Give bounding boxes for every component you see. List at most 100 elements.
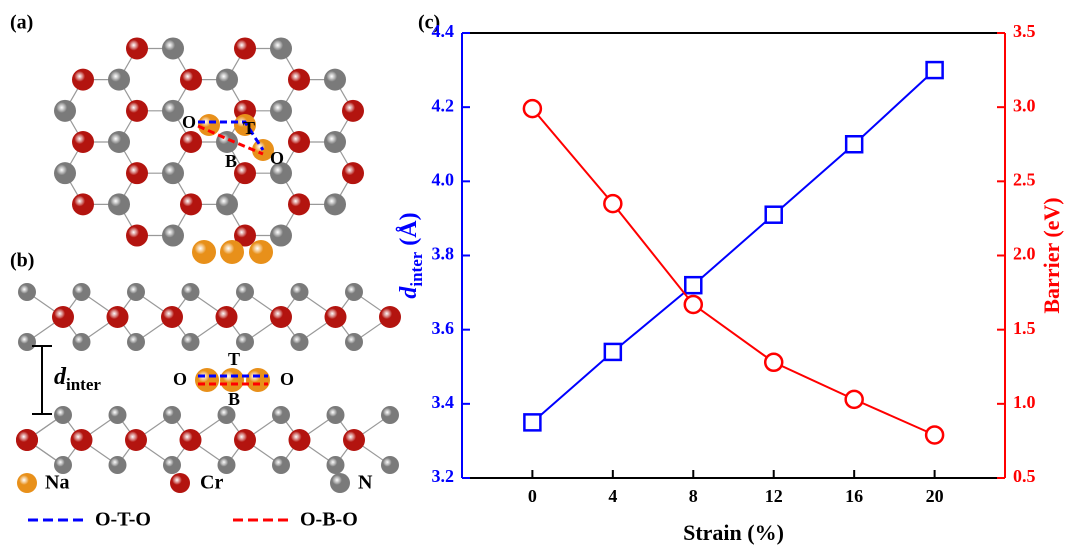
atom [162,37,184,60]
atom [270,99,292,122]
atom [126,99,148,122]
atom [161,306,183,328]
atom [249,240,273,264]
atom [324,131,346,153]
legend-label: Cr [200,472,223,494]
series-line [531,108,936,436]
series-line [531,69,936,424]
atom [17,473,37,493]
atom [18,333,36,351]
atom [216,68,238,91]
atom [236,283,254,301]
atom [162,99,184,122]
marker [924,425,945,445]
y2-tick-label: 2.0 [1013,244,1036,264]
path-line [198,120,265,151]
y-tick-label: 3.6 [432,318,455,338]
symbol: d [54,364,67,390]
marker [925,60,944,80]
atom [288,131,310,153]
atom [381,456,399,474]
atom [127,283,145,301]
site-label: B [225,151,237,171]
site-label: B [228,389,240,409]
atom [54,99,76,122]
y-tick-label: 4.0 [432,169,455,189]
atom [272,406,290,424]
atom [192,240,216,264]
atom [127,333,145,351]
atom [126,224,148,247]
site-label: T [243,118,255,138]
subscript: inter [66,375,101,394]
atom [170,473,190,493]
atom [181,333,200,351]
atom [217,456,236,474]
path-line [197,124,264,156]
atom [52,306,74,328]
atom [234,224,256,247]
x-tick-label: 8 [689,486,698,506]
marker [844,135,864,154]
atom [180,68,202,91]
panel-label: (c) [418,12,440,34]
y-tick-label: 4.4 [432,21,455,41]
subscript: inter [407,251,426,286]
atom [234,162,256,185]
site-label: T [228,349,240,369]
atom [163,456,181,474]
x-tick-label: 0 [528,486,537,506]
atom [16,429,38,451]
x-axis-label: Strain (%) [683,520,784,545]
atom [72,193,94,216]
marker [603,342,623,362]
atom [181,283,200,301]
atom [198,114,220,136]
panel-label: (b) [10,250,34,272]
site-label: O [182,112,196,132]
site-label: O [270,148,284,168]
atom [108,193,130,216]
y-tick-label: 3.8 [432,244,455,264]
atom [288,68,310,91]
site-label: O [173,369,187,389]
dimension-label: dinter [54,364,101,394]
legend-label: O-B-O [300,509,358,531]
atom [125,429,147,451]
atom [324,306,347,328]
atom [220,240,244,264]
y-tick-label: 3.2 [432,466,455,486]
marker [522,98,543,119]
atom [220,368,244,392]
atom [216,193,238,216]
atom [108,456,127,474]
y2-tick-label: 3.5 [1013,21,1036,41]
y2-tick-label: 0.5 [1013,466,1036,486]
atom [270,37,292,60]
atom [326,406,345,424]
atom [108,68,130,91]
atom [326,456,345,474]
marker [844,389,864,410]
atom [179,429,202,451]
atom [180,131,202,153]
atom [162,162,184,185]
legend-label: Na [45,472,69,494]
atom [290,333,309,351]
atom [288,193,310,216]
symbol: d [396,286,422,299]
y-tick-label: 3.4 [432,392,455,412]
y2-tick-label: 1.5 [1013,318,1036,338]
x-tick-label: 16 [845,486,863,506]
marker [603,193,623,214]
x-tick-label: 20 [926,486,944,506]
atom [126,162,148,185]
atom [106,306,129,328]
panel-label: (a) [10,12,33,34]
atom [163,406,181,424]
atom [217,406,236,424]
legend-label: N [358,472,373,494]
atom [180,193,202,216]
legend-label: O-T-O [95,509,151,531]
